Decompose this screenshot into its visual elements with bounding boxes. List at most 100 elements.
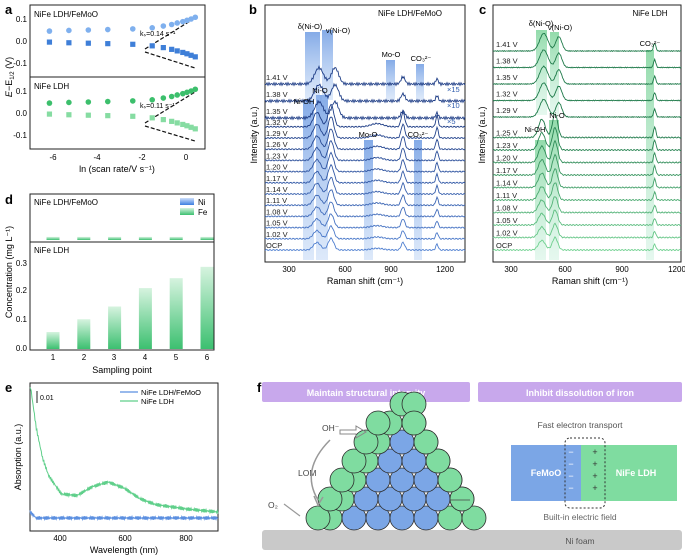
panel-a-point (66, 99, 72, 106)
panel-c-xtick: 900 (615, 265, 629, 274)
panel-f-box-structural-text: Maintain structural integrity (307, 388, 426, 398)
panel-a-point (66, 40, 72, 46)
panel-c-ylabel: Intensity (a.u.) (477, 106, 487, 163)
panel-a-letter: a (5, 2, 13, 17)
panel-f-nife-block (581, 445, 677, 501)
panel-d-bar-femoo (200, 236, 214, 240)
panel-f-lom-label: LOM (298, 468, 316, 478)
raman-spectrum (264, 189, 466, 207)
panel-d-ytick: 0.3 (16, 259, 28, 268)
panel-b-annot-mo-o-mid: Mo-O (359, 130, 378, 139)
panel-b-annot-mo-o-top: Mo-O (382, 50, 401, 59)
panel-f-field-label: Built-in electric field (543, 512, 616, 522)
panel-e-frame (29, 382, 219, 532)
raman-spectrum (264, 103, 466, 128)
panel-d-bar-femoo (108, 236, 122, 240)
panel-d-ylabel: Concentration (mg L⁻¹) (4, 226, 14, 318)
panel-a-point (85, 27, 92, 33)
panel-f-o2-label: O₂ (268, 500, 278, 510)
raman-spectrum (492, 196, 682, 214)
panel-b-xtick: 1200 (436, 265, 454, 274)
panel-a-point (105, 113, 111, 119)
panel-a-point (85, 40, 91, 46)
panel-b-band-mo-o-mid (364, 140, 373, 260)
panel-b-annot-ni-o: Ni-O (312, 86, 328, 95)
panel-a-point (85, 99, 92, 105)
panel-c-annot-co3: CO₃²⁻ (640, 39, 661, 48)
potential-label: 1.38 V (496, 57, 518, 66)
nife-particle (449, 486, 475, 512)
panel-b-multiplier: ×15 (447, 85, 460, 94)
potential-label: 1.32 V (496, 90, 518, 99)
panel-a-xtick: 0 (184, 153, 189, 162)
panel-a-point (192, 86, 199, 93)
potential-label: 1.41 V (496, 40, 518, 49)
panel-a-ytick: 0.0 (16, 109, 28, 118)
panel-c-frame (492, 4, 682, 263)
raman-spectrum (492, 222, 682, 239)
panel-f-lom-arrowhead (313, 495, 324, 507)
panel-a-point (174, 120, 180, 126)
raman-spectrum (264, 236, 466, 252)
potential-label: 1.29 V (266, 129, 288, 138)
panel-d-bar-femoo (77, 236, 91, 240)
panel-d-bar-femoo (46, 236, 60, 240)
panel-b-annot-delta: δ(Ni-O) (298, 22, 323, 31)
potential-label: 1.26 V (266, 140, 288, 149)
raman-spectrum (492, 113, 682, 139)
panel-a-bottom-fit-cathodic (144, 125, 196, 142)
panel-f-lom-arrow (310, 439, 331, 501)
negative-charge: − (568, 459, 573, 469)
panel-b-ylabel: Intensity (a.u.) (249, 106, 259, 163)
panel-b-xtick: 600 (338, 265, 352, 274)
panel-a-point (130, 41, 136, 47)
panel-c-title: NiFe LDH (632, 9, 667, 18)
panel-a-point (180, 121, 186, 128)
panel-e-legend-femoo: NiFe LDH/FeMoO (141, 388, 201, 397)
raman-spectrum (264, 213, 466, 229)
panel-d-bar-femoo (169, 236, 183, 240)
panel-b-title: NiFe LDH/FeMoO (378, 9, 442, 18)
panel-f: f Maintain structural integrity Inhibit … (257, 380, 682, 550)
potential-label: 1.05 V (266, 219, 288, 228)
panel-a-ytick: 0.0 (16, 37, 28, 46)
panel-a-point (160, 117, 166, 123)
raman-spectrum (264, 99, 466, 121)
panel-b-band-ni-oh (303, 100, 314, 260)
raman-spectrum (492, 153, 682, 177)
panel-b-multiplier: ×5 (447, 117, 456, 126)
raman-spectrum (492, 168, 682, 189)
panel-b-annot-ni-oh: Ni-OH (294, 97, 315, 106)
nife-particle (329, 467, 355, 493)
potential-label: 1.02 V (266, 230, 288, 239)
panel-a-bottom-label: NiFe LDH (34, 82, 69, 91)
potential-label: 1.23 V (496, 141, 518, 150)
panel-a-point (66, 27, 72, 34)
positive-charge: + (592, 483, 597, 493)
panel-a-point (160, 23, 167, 29)
raman-spectrum (264, 201, 466, 218)
panel-a-point (169, 46, 175, 52)
panel-a-point (46, 100, 53, 106)
panel-d-legend-ni-swatch (180, 198, 194, 205)
potential-label: 1.29 V (496, 106, 518, 115)
positive-charge: + (592, 471, 597, 481)
panel-a-xlabel: ln (scan rate/V s⁻¹) (79, 164, 155, 174)
panel-a-point (85, 112, 91, 118)
panel-d-legend-fe-swatch (180, 208, 194, 215)
panel-d-bar-femoo (138, 236, 152, 240)
potential-label: 1.17 V (496, 166, 518, 175)
panel-f-femoo-block (511, 445, 581, 501)
panel-e-legend-ldh: NiFe LDH (141, 397, 174, 406)
panel-d-bottom-label: NiFe LDH (34, 246, 69, 255)
raman-spectrum (492, 209, 682, 227)
panel-a-point (149, 115, 155, 121)
panel-b-xtick: 300 (282, 265, 296, 274)
raman-spectrum (492, 82, 682, 102)
panel-a-point (46, 39, 53, 45)
panel-b-frame (264, 4, 466, 263)
potential-label: 1.41 V (266, 73, 288, 82)
panel-a-ytick: 0.1 (16, 15, 28, 24)
panel-d-bars (46, 236, 214, 349)
panel-d-bar-ldh (200, 266, 214, 349)
